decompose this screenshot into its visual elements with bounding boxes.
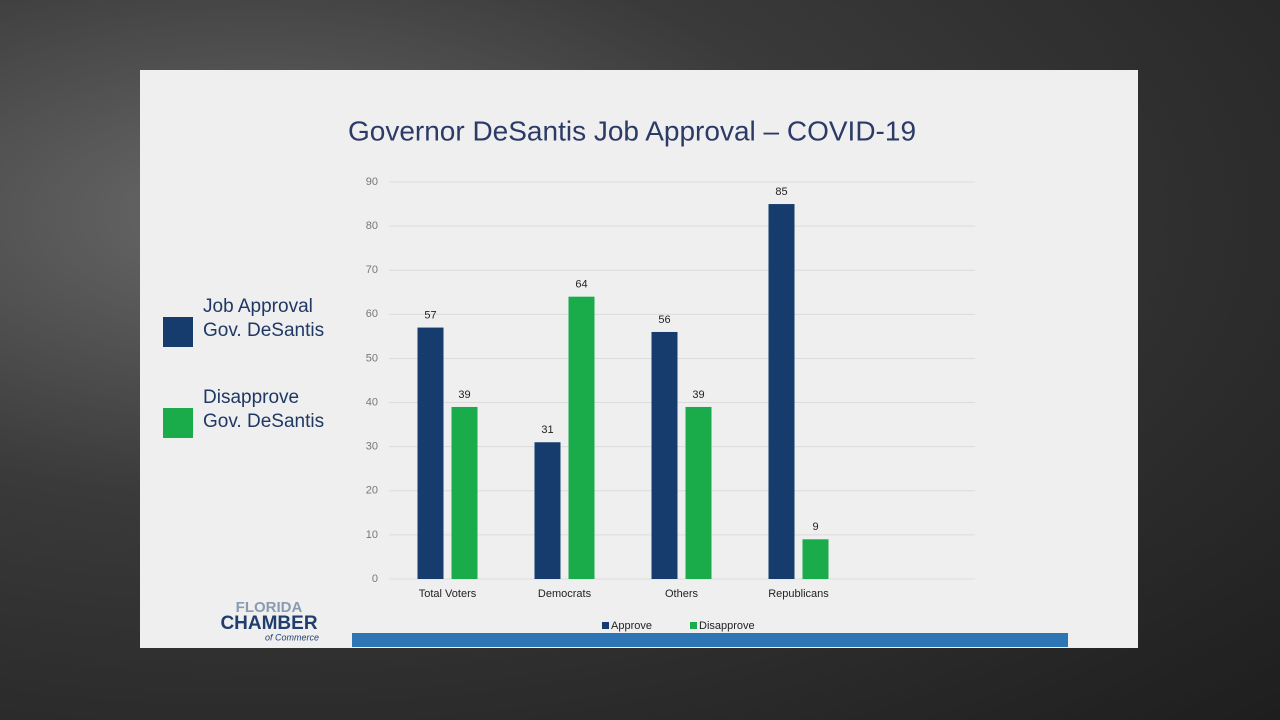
value-label: 57 [424, 309, 436, 321]
bar [802, 539, 829, 579]
chart-title: Governor DeSantis Job Approval – COVID-1… [348, 115, 916, 146]
logo-line: CHAMBER [220, 613, 317, 634]
y-tick-label: 10 [366, 529, 378, 541]
bar [685, 406, 712, 579]
bar [451, 406, 478, 579]
logo-line: of Commerce [265, 632, 319, 642]
y-tick-label: 60 [366, 308, 378, 320]
bar [651, 331, 678, 579]
x-tick-label: Republicans [768, 588, 829, 600]
bar [568, 296, 595, 579]
x-tick-label: Total Voters [419, 588, 477, 600]
legend-label: Approve [611, 620, 652, 632]
bar [534, 442, 561, 579]
value-label: 39 [692, 389, 704, 401]
y-tick-label: 50 [366, 352, 378, 364]
logo-line: FLORIDA [236, 599, 303, 616]
side-legend-label: Gov. DeSantis [203, 320, 324, 341]
side-legend-label: Job Approval [203, 296, 313, 317]
legend-label: Disapprove [699, 620, 755, 632]
y-tick-label: 0 [372, 573, 378, 585]
y-tick-label: 90 [366, 176, 378, 188]
side-legend-swatch [163, 317, 193, 347]
value-label: 64 [575, 279, 587, 291]
y-tick-label: 70 [366, 264, 378, 276]
bar [768, 204, 795, 580]
side-legend-swatch [163, 408, 193, 438]
y-tick-label: 40 [366, 396, 378, 408]
footer-bar [352, 633, 1068, 647]
value-label: 9 [812, 521, 818, 533]
legend-swatch [602, 622, 609, 629]
bar [417, 327, 444, 579]
y-tick-label: 30 [366, 441, 378, 453]
side-legend-label: Gov. DeSantis [203, 411, 324, 432]
side-legend-label: Disapprove [203, 387, 299, 408]
y-tick-label: 80 [366, 220, 378, 232]
slide [140, 70, 1138, 648]
x-tick-label: Democrats [538, 588, 592, 600]
value-label: 31 [541, 424, 553, 436]
x-tick-label: Others [665, 588, 699, 600]
y-tick-label: 20 [366, 485, 378, 497]
value-label: 85 [775, 186, 787, 198]
legend-swatch [690, 622, 697, 629]
value-label: 56 [658, 314, 670, 326]
value-label: 39 [458, 389, 470, 401]
